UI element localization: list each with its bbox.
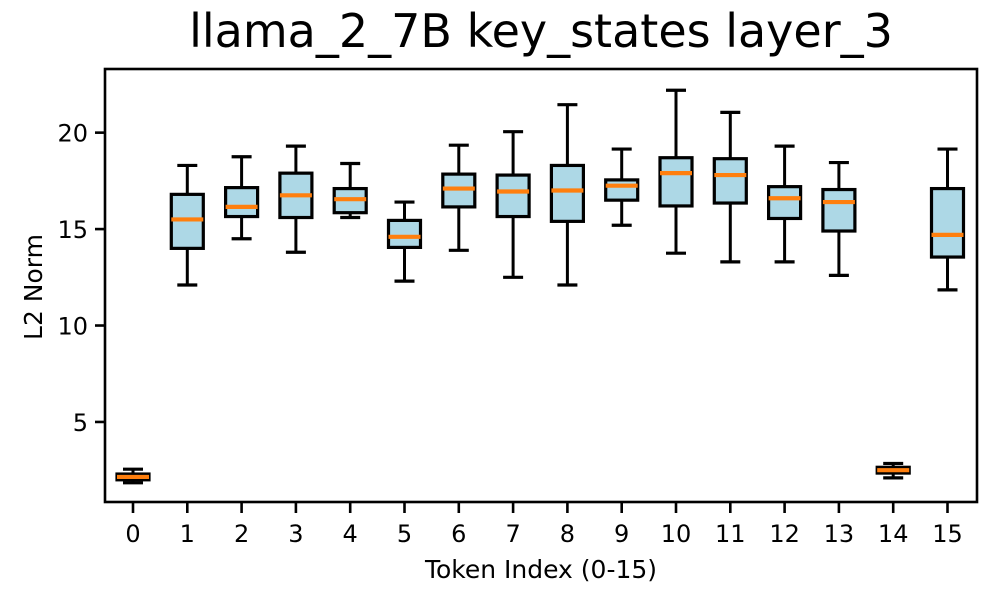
x-tick-label: 7 [505, 520, 520, 548]
y-tick-label: 5 [73, 409, 88, 437]
axes-spines [103, 67, 979, 504]
iqr-box [712, 157, 748, 205]
x-tick-label: 12 [769, 520, 800, 548]
y-tick-label: 10 [57, 313, 88, 341]
x-tick-label: 2 [234, 520, 249, 548]
x-tick-label: 0 [125, 520, 140, 548]
x-tick-label: 5 [397, 520, 412, 548]
x-tick-label: 10 [661, 520, 692, 548]
iqr-box [549, 163, 586, 223]
y-tick-label: 20 [57, 120, 88, 148]
x-tick-label: 13 [824, 520, 855, 548]
iqr-box [766, 185, 803, 221]
y-axis-label: L2 Norm [19, 234, 48, 340]
x-tick-label: 15 [932, 520, 963, 548]
x-tick-label: 6 [451, 520, 466, 548]
iqr-box [604, 178, 640, 202]
iqr-box [658, 156, 694, 208]
iqr-box [386, 218, 423, 250]
x-tick-label: 1 [180, 520, 195, 548]
iqr-box [929, 186, 966, 259]
iqr-box [224, 186, 260, 219]
iqr-box [495, 173, 531, 219]
x-tick-label: 9 [614, 520, 629, 548]
x-tick-label: 4 [343, 520, 358, 548]
x-axis-label: Token Index (0-15) [424, 555, 657, 584]
x-tick-label: 11 [715, 520, 746, 548]
iqr-box [821, 187, 857, 233]
chart-title: llama_2_7B key_states layer_3 [189, 4, 893, 58]
x-tick-label: 3 [288, 520, 303, 548]
x-tick-label: 8 [560, 520, 575, 548]
x-tick-label: 14 [878, 520, 909, 548]
y-tick-label: 15 [57, 216, 88, 244]
